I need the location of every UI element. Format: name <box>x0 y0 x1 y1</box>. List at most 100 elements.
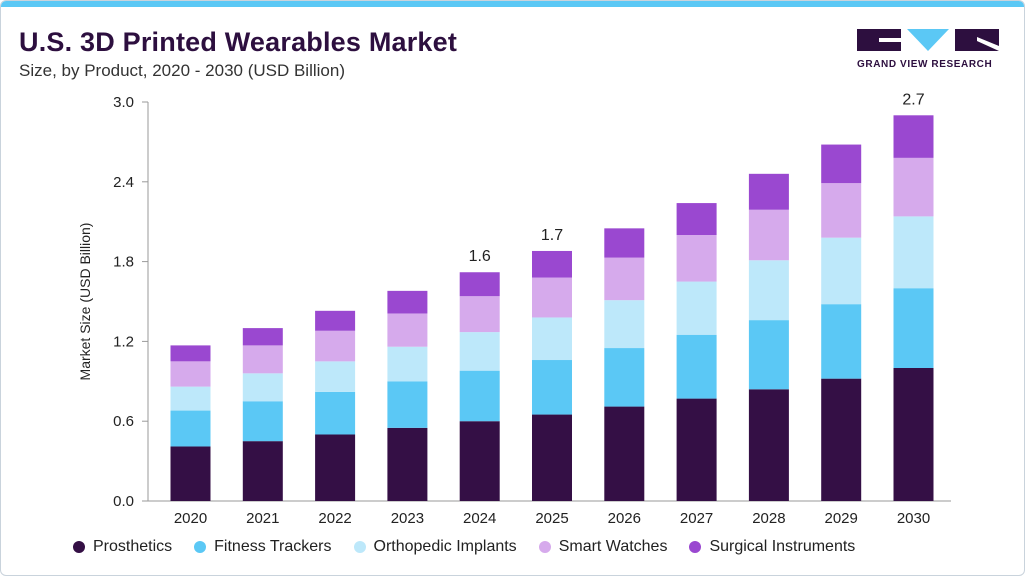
bar-2030-smart-watches <box>893 157 934 217</box>
x-tick-label: 2021 <box>246 510 279 527</box>
bar-2027-prosthetics <box>676 398 717 501</box>
y-tick-label: 2.4 <box>113 174 134 191</box>
legend-swatch <box>353 541 366 553</box>
data-label-2024: 1.6 <box>469 248 491 265</box>
bar-2021-prosthetics <box>242 441 283 501</box>
bar-2026-prosthetics <box>604 406 645 501</box>
bar-2020-surgical-instruments <box>170 345 211 362</box>
legend-swatch <box>73 541 85 553</box>
bar-2030-orthopedic-implants <box>893 216 934 289</box>
bar-2024-prosthetics <box>459 421 500 501</box>
bar-2030-fitness-trackers <box>893 288 934 368</box>
bar-2029-smart-watches <box>821 183 862 238</box>
bar-2020-fitness-trackers <box>170 410 211 447</box>
legend-item-smart-watches: Smart Watches <box>538 538 668 556</box>
bar-2026-orthopedic-implants <box>604 300 645 349</box>
bar-2027-fitness-trackers <box>676 334 717 399</box>
bar-2020-prosthetics <box>170 446 211 501</box>
bar-2024-fitness-trackers <box>459 370 500 422</box>
bar-2022-smart-watches <box>315 330 356 362</box>
legend-swatch <box>538 541 551 553</box>
legend-item-fitness-trackers: Fitness Trackers <box>194 538 332 556</box>
x-tick-label: 2030 <box>897 510 930 527</box>
bar-2029-orthopedic-implants <box>821 237 862 305</box>
x-tick-label: 2020 <box>174 510 207 527</box>
bar-2028-prosthetics <box>748 389 789 501</box>
bar-2021-surgical-instruments <box>242 328 283 346</box>
bar-2022-prosthetics <box>315 434 356 501</box>
x-tick-label: 2028 <box>752 510 785 527</box>
top-accent-bar <box>1 1 1024 7</box>
bar-2029-prosthetics <box>821 378 862 501</box>
logo-notch-g <box>879 38 901 42</box>
bar-2023-surgical-instruments <box>387 290 428 314</box>
bar-2028-surgical-instruments <box>748 173 789 210</box>
bar-2026-surgical-instruments <box>604 228 645 258</box>
data-label-2025: 1.7 <box>541 227 563 244</box>
bar-2025-surgical-instruments <box>532 250 572 278</box>
bar-2021-orthopedic-implants <box>242 373 283 402</box>
bar-2025-prosthetics <box>532 414 572 501</box>
legend-label: Orthopedic Implants <box>373 538 517 555</box>
y-tick-label: 3.0 <box>113 94 134 111</box>
bar-2028-orthopedic-implants <box>748 260 789 321</box>
bar-2024-orthopedic-implants <box>459 332 500 371</box>
y-tick-label: 0.0 <box>113 493 134 510</box>
x-tick-label: 2022 <box>318 510 351 527</box>
bar-2022-fitness-trackers <box>315 391 356 435</box>
legend-label: Surgical Instruments <box>709 538 856 555</box>
bar-2030-surgical-instruments <box>893 115 934 158</box>
legend-item-orthopedic-implants: Orthopedic Implants <box>353 538 517 556</box>
bar-2029-fitness-trackers <box>821 304 862 379</box>
brand-name: GRAND VIEW RESEARCH <box>857 59 993 70</box>
bar-2027-surgical-instruments <box>676 203 717 235</box>
bar-2021-smart-watches <box>242 345 283 374</box>
bar-2020-smart-watches <box>170 361 211 387</box>
bars <box>170 115 934 501</box>
x-tick-label: 2024 <box>463 510 496 527</box>
x-tick-label: 2025 <box>535 510 568 527</box>
bar-2026-smart-watches <box>604 257 645 301</box>
x-tick-label: 2023 <box>391 510 424 527</box>
bar-2027-orthopedic-implants <box>676 281 717 335</box>
bar-2020-orthopedic-implants <box>170 386 211 411</box>
bar-2028-smart-watches <box>748 209 789 261</box>
legend-label: Prosthetics <box>93 538 173 555</box>
legend-swatch <box>194 541 207 553</box>
bar-2025-fitness-trackers <box>532 360 572 415</box>
y-tick-label: 1.8 <box>113 254 134 271</box>
data-label-2030: 2.7 <box>902 91 924 108</box>
bar-2023-smart-watches <box>387 313 428 347</box>
y-axis-title: Market Size (USD Billion) <box>77 223 93 381</box>
y-tick-label: 1.2 <box>113 333 134 350</box>
bar-2022-surgical-instruments <box>315 310 356 331</box>
legend: Prosthetics Fitness Trackers Orthopedic Im… <box>73 538 855 556</box>
data-labels: 1.6 1.7 2.7 <box>469 91 925 265</box>
legend-label: Smart Watches <box>558 538 668 555</box>
x-tick-label: 2029 <box>825 510 858 527</box>
bar-2025-orthopedic-implants <box>532 317 572 361</box>
x-tick-label: 2027 <box>680 510 713 527</box>
legend-item-surgical-instruments: Surgical Instruments <box>689 538 855 556</box>
logo-triangle-v <box>907 29 949 51</box>
bar-2024-surgical-instruments <box>459 272 500 297</box>
chart-title: U.S. 3D Printed Wearables Market <box>19 27 458 57</box>
chart-subtitle: Size, by Product, 2020 - 2030 (USD Billi… <box>19 61 345 80</box>
bar-2029-surgical-instruments <box>821 144 862 184</box>
bar-2023-fitness-trackers <box>387 381 428 428</box>
bar-2024-smart-watches <box>459 296 500 333</box>
bar-2023-orthopedic-implants <box>387 346 428 382</box>
legend-swatch <box>689 541 702 553</box>
bar-2028-fitness-trackers <box>748 320 789 390</box>
bar-2026-fitness-trackers <box>604 348 645 407</box>
bar-2022-orthopedic-implants <box>315 361 356 392</box>
y-tick-label: 0.6 <box>113 413 134 430</box>
bar-2023-prosthetics <box>387 427 428 501</box>
bar-2021-fitness-trackers <box>242 401 283 442</box>
x-tick-label: 2026 <box>608 510 641 527</box>
legend-label: Fitness Trackers <box>214 538 332 555</box>
logo-slash-r <box>977 37 999 51</box>
bar-2027-smart-watches <box>676 235 717 282</box>
